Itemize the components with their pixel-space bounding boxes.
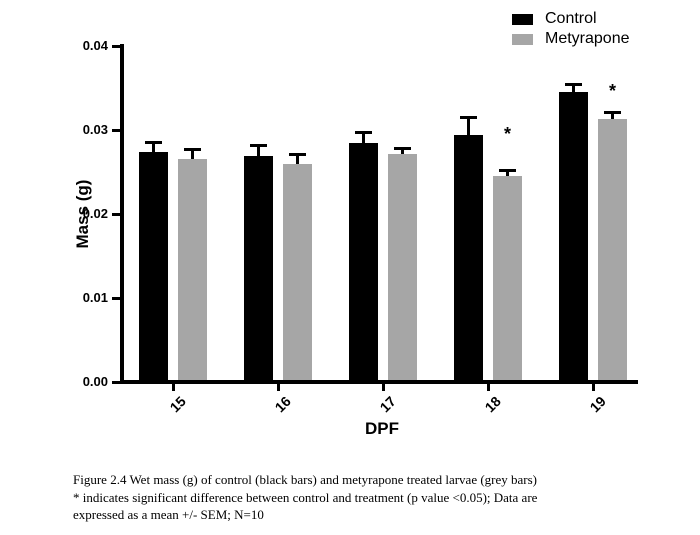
caption-line-1: Figure 2.4 Wet mass (g) of control (blac…: [73, 472, 538, 487]
error-bar-line: [572, 83, 575, 93]
caption-line-3: expressed as a mean +/- SEM; N=10: [73, 507, 264, 522]
x-tick: [171, 384, 175, 391]
y-tick-label: 0.03: [82, 122, 108, 137]
bar-control-16: [244, 156, 273, 383]
x-axis: [120, 380, 638, 384]
error-bar-line: [362, 131, 365, 143]
caption-line-2: * indicates significant difference betwe…: [73, 489, 538, 505]
x-tick-label: 17: [376, 393, 400, 416]
error-bar-line: [401, 147, 404, 155]
x-tick: [381, 384, 385, 391]
error-bar-cap: [565, 82, 582, 86]
error-bar-cap: [604, 111, 621, 115]
x-tick: [591, 384, 595, 391]
error-bar-line: [611, 112, 614, 120]
control-swatch-icon: [512, 13, 533, 25]
bar-control-15: [139, 151, 168, 383]
bar-metyrapone-16: [283, 163, 312, 383]
bar-control-18: [454, 135, 483, 383]
bar-metyrapone-19: [598, 119, 627, 383]
legend-item-metyrapone: Metyrapone: [512, 29, 630, 49]
y-tick-label: 0.04: [82, 38, 108, 53]
bar-control-17: [349, 142, 378, 383]
error-bar-line: [257, 145, 260, 157]
figure-caption: Figure 2.4 Wet mass (g) of control (blac…: [73, 471, 673, 524]
bar-metyrapone-18: [493, 176, 522, 383]
significance-asterisk: *: [608, 81, 616, 102]
x-tick-label: 18: [481, 393, 505, 416]
y-tick: [112, 44, 120, 48]
error-bar-line: [152, 141, 155, 152]
significance-asterisk: *: [503, 124, 511, 145]
x-tick-label: 16: [271, 393, 295, 416]
x-tick-label: 15: [166, 393, 190, 416]
y-tick-label: 0.02: [82, 206, 108, 221]
metyrapone-swatch-icon: [512, 33, 533, 45]
bar-control-19: [559, 92, 588, 383]
y-tick: [112, 212, 120, 216]
error-bar-cap: [145, 140, 162, 144]
error-bar-line: [296, 154, 299, 164]
y-tick: [112, 128, 120, 132]
error-bar-line: [191, 149, 194, 160]
y-tick-label: 0.01: [82, 290, 108, 305]
x-tick: [276, 384, 280, 391]
x-tick-label: 19: [586, 393, 610, 416]
y-axis-title: Mass (g): [73, 179, 92, 249]
error-bar-cap: [250, 144, 267, 148]
error-bar-cap: [355, 130, 372, 134]
legend-label-metyrapone: Metyrapone: [545, 30, 630, 47]
y-tick: [112, 296, 120, 300]
y-axis: [120, 44, 124, 384]
legend-label-control: Control: [545, 10, 597, 27]
error-bar-line: [506, 170, 509, 177]
error-bar-cap: [460, 115, 477, 119]
chart-legend: Control Metyrapone: [512, 9, 630, 49]
x-axis-title: DPF: [365, 419, 399, 438]
legend-item-control: Control: [512, 9, 630, 29]
error-bar-cap: [289, 153, 306, 157]
y-tick-label: 0.00: [82, 374, 108, 389]
error-bar-line: [467, 116, 470, 136]
y-tick: [112, 380, 120, 384]
bar-metyrapone-15: [178, 159, 207, 383]
bar-metyrapone-17: [388, 154, 417, 383]
error-bar-cap: [394, 146, 411, 150]
error-bar-cap: [499, 169, 516, 173]
x-tick: [486, 384, 490, 391]
error-bar-cap: [184, 148, 201, 152]
